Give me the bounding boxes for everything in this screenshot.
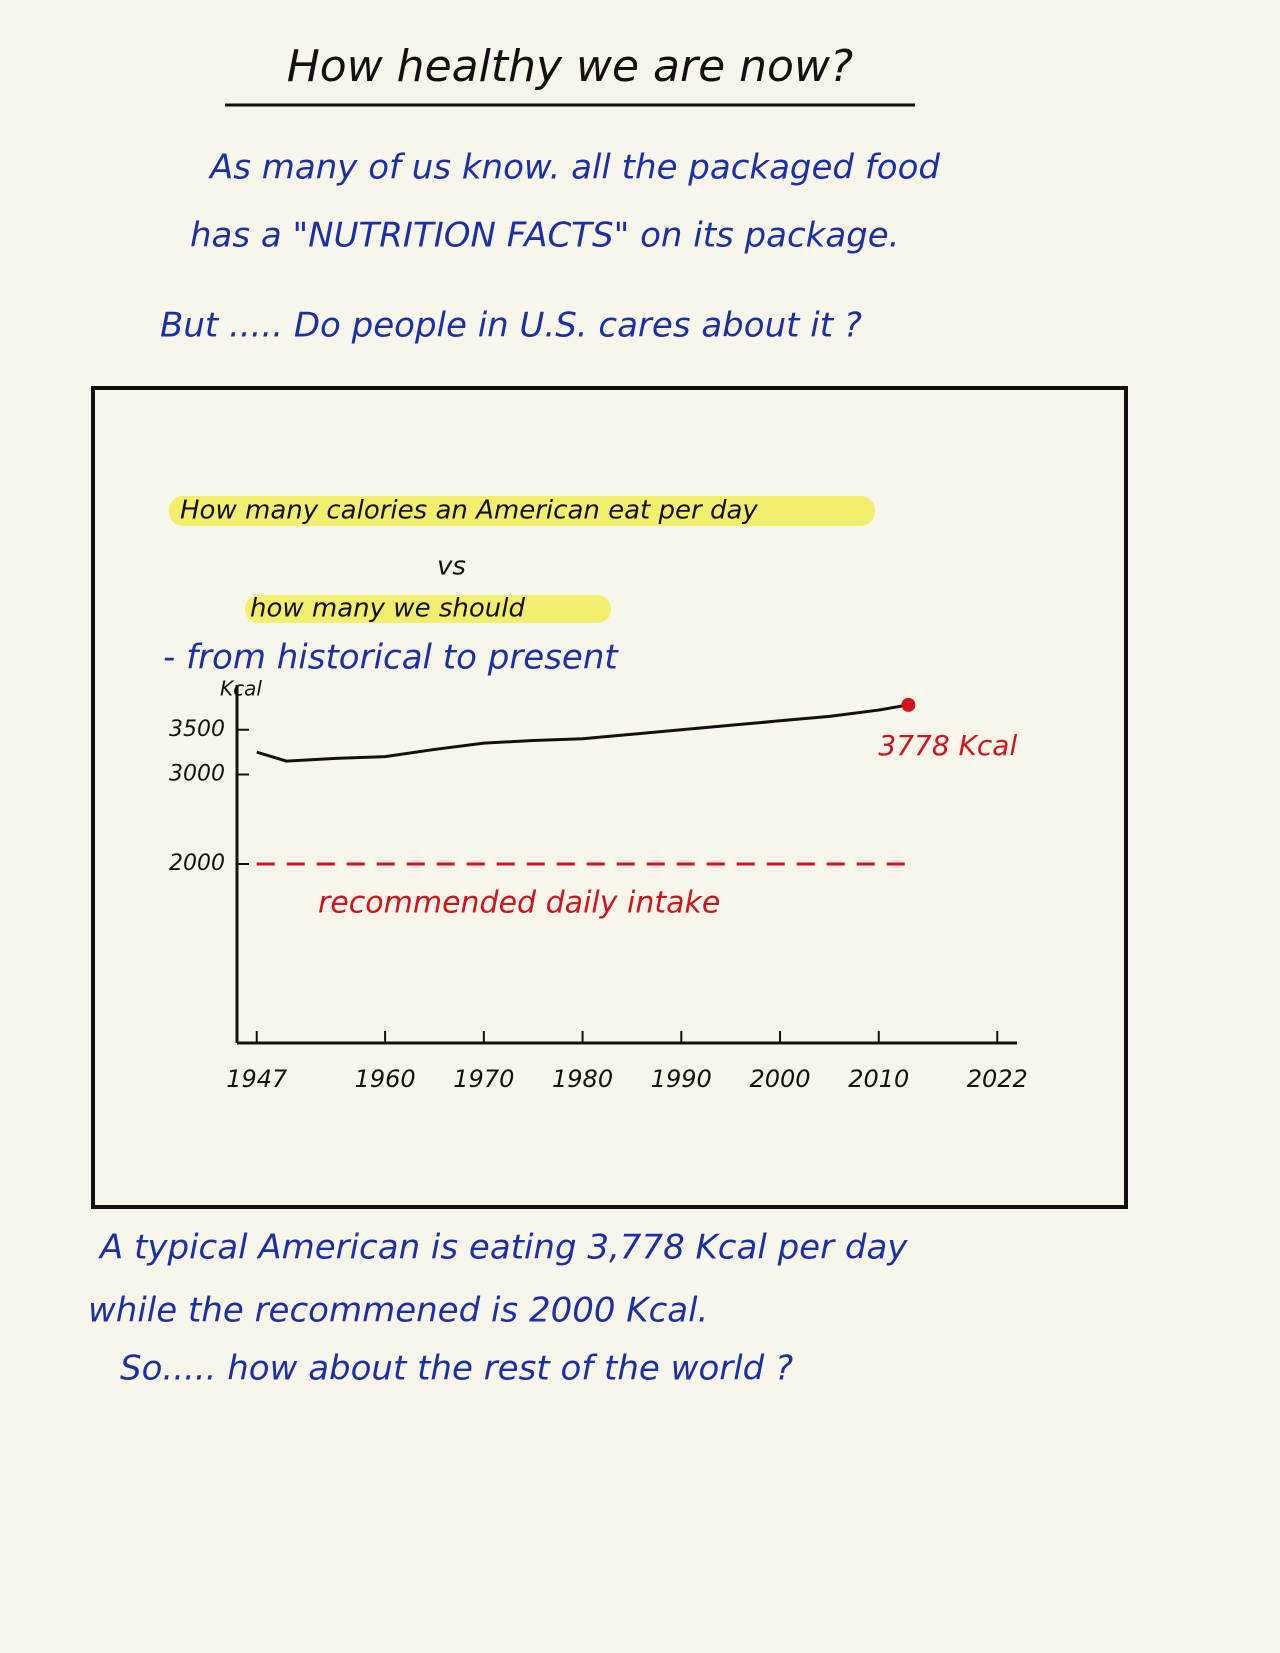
series-line — [256, 703, 909, 763]
x-tick-label: 1980 — [552, 1065, 613, 1093]
y-tick-label: 2000 — [169, 851, 225, 876]
series-label: recommended daily intake — [318, 886, 720, 921]
x-tick-label: 1947 — [226, 1065, 288, 1093]
y-tick-label: 3000 — [169, 762, 225, 787]
x-tick-label: 2000 — [749, 1065, 810, 1093]
highlight — [169, 496, 875, 526]
conclusion-line: while the recommened is 2000 Kcal. — [88, 1291, 708, 1331]
intro-line: As many of us know. all the packaged foo… — [208, 148, 940, 188]
x-tick-label: 1970 — [453, 1065, 514, 1093]
plot: 2000 3000 3500 1947 1960 1970 1980 1990 2000 2010… — [169, 685, 1028, 1093]
chart-subtitle: how many we should — [250, 594, 525, 624]
y-tick-label: 3500 — [169, 717, 225, 742]
value-label: 3778 Kcal — [878, 729, 1017, 762]
y-axis-label: Kcal — [220, 677, 262, 701]
x-tick-label: 2022 — [967, 1065, 1028, 1093]
conclusion-line: A typical American is eating 3,778 Kcal … — [98, 1228, 908, 1268]
highlight-point — [901, 697, 916, 712]
intro-line: has a "NUTRITION FACTS" on its package. — [190, 216, 899, 256]
highlight — [245, 595, 611, 623]
chart-frame — [91, 386, 1128, 1209]
conclusion-line: So..... how about the rest of the world … — [120, 1349, 793, 1389]
intro-line: But ..... Do people in U.S. cares about … — [160, 306, 862, 346]
chart-note: - from historical to present — [163, 638, 619, 678]
x-tick-label: 1960 — [355, 1065, 416, 1093]
page-title: How healthy we are now? — [287, 41, 854, 92]
chart-title: How many calories an American eat per da… — [180, 496, 758, 526]
chart-subtitle: vs — [437, 552, 466, 582]
x-tick-label: 1990 — [651, 1065, 712, 1093]
x-tick-label: 2010 — [848, 1065, 909, 1093]
